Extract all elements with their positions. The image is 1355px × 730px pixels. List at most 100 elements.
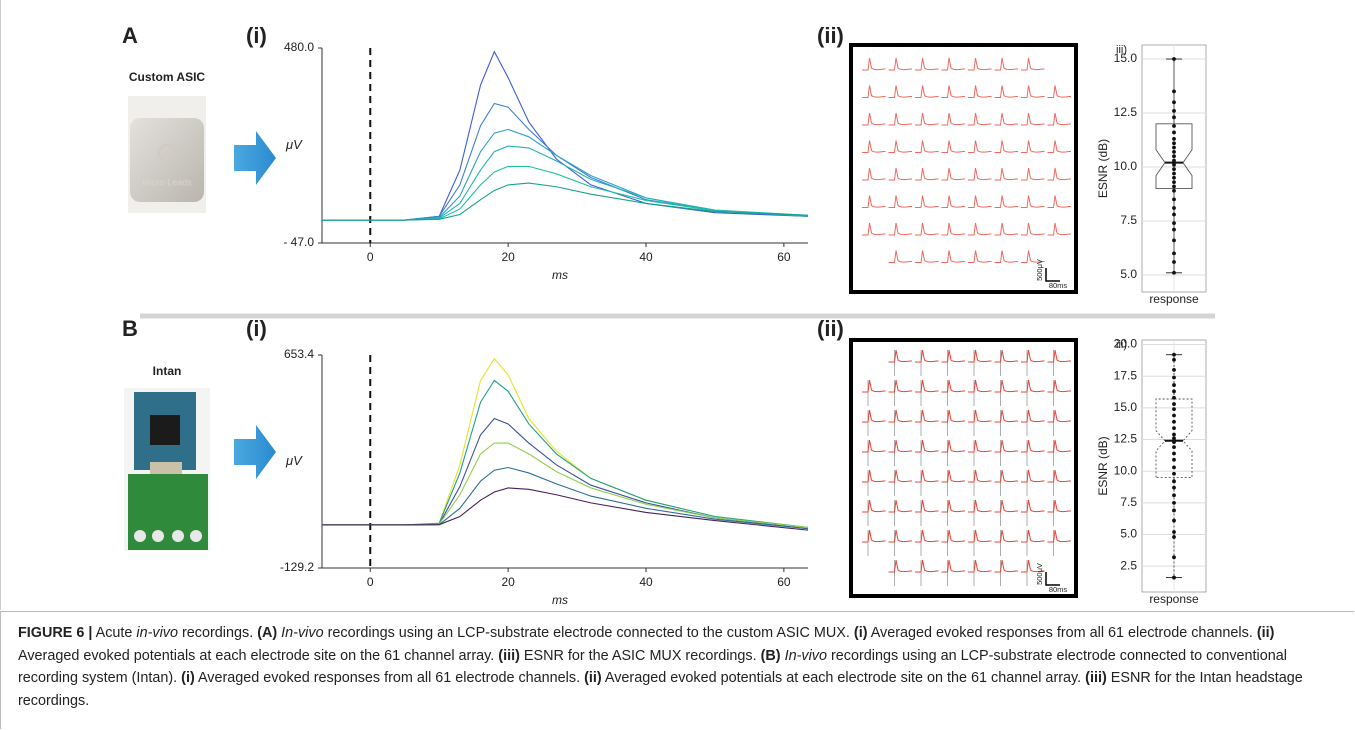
array-trace	[862, 529, 886, 543]
panel-label: iii)	[1116, 339, 1127, 351]
array-trace	[888, 250, 912, 263]
arrow	[234, 425, 276, 479]
caption-segment: Averaged evoked responses from all 61 el…	[867, 625, 1257, 641]
point	[1172, 238, 1176, 243]
scale-y-label: 500μV	[1035, 563, 1044, 585]
caption-segment: (iii)	[498, 647, 520, 664]
array-trace	[994, 349, 1018, 363]
array-trace	[888, 559, 912, 573]
array-trace	[888, 379, 912, 393]
point	[1172, 535, 1176, 539]
array-trace	[862, 499, 886, 513]
y-tick-label: 2.5	[1120, 558, 1137, 572]
array-trace	[888, 529, 912, 543]
array-trace	[1047, 469, 1071, 483]
array-traces	[862, 57, 1071, 263]
y-tick-label: 7.5	[1120, 495, 1137, 509]
caption: FIGURE 6 | Acute in-vivo recordings. (A)…	[18, 622, 1338, 712]
array-trace	[888, 499, 912, 513]
point	[1172, 197, 1176, 202]
caption-segment: in-vivo	[136, 625, 179, 641]
point	[1172, 57, 1176, 61]
array-trace	[888, 57, 912, 71]
point	[1172, 479, 1176, 484]
point	[1172, 158, 1176, 163]
point	[1172, 251, 1176, 256]
point	[1172, 212, 1176, 217]
trace	[322, 442, 809, 528]
array-trace	[1021, 499, 1045, 513]
array-trace	[994, 439, 1018, 453]
array-trace	[941, 529, 965, 543]
array-trace	[888, 140, 912, 153]
scale-x-label: 80ms	[1049, 281, 1068, 290]
array-trace	[1021, 140, 1045, 153]
y-axis-label: ESNR (dB)	[1096, 436, 1110, 495]
point	[1172, 124, 1176, 128]
array-trace	[915, 85, 939, 98]
array-trace	[1021, 379, 1045, 393]
caption-segment: recordings using an LCP-substrate electr…	[18, 647, 1287, 687]
point	[1172, 436, 1176, 441]
array-trace	[1021, 112, 1045, 126]
x-axis-label: ms	[552, 593, 568, 607]
array-trace	[941, 57, 965, 71]
trace	[322, 145, 809, 221]
panel-label: iii)	[1116, 44, 1127, 56]
point	[1172, 508, 1176, 513]
point	[1172, 383, 1176, 387]
point	[1172, 130, 1176, 135]
y-tick-label: 10.0	[1114, 463, 1138, 477]
array-trace	[1047, 529, 1071, 543]
array-trace	[941, 167, 965, 181]
point	[1172, 100, 1176, 105]
panel-letter: A	[122, 23, 138, 48]
y-tick-label: 12.5	[1114, 105, 1138, 119]
caption-segment: (iii)	[1085, 670, 1107, 686]
device-label: Custom ASIC	[129, 70, 206, 84]
array-trace	[888, 112, 912, 126]
array-trace	[1047, 140, 1071, 153]
array-trace	[941, 379, 965, 393]
array-trace	[1047, 409, 1071, 423]
array-frame	[849, 338, 1078, 598]
x-tick-label: 60	[777, 250, 791, 264]
point	[1172, 457, 1176, 462]
y-axis-label: ESNR (dB)	[1096, 139, 1110, 198]
array-trace	[994, 499, 1018, 513]
point	[1172, 171, 1176, 176]
point	[1172, 432, 1176, 437]
x-tick-label: 0	[367, 575, 374, 589]
array-trace	[862, 112, 886, 126]
array-trace	[968, 140, 992, 153]
array-trace	[1047, 439, 1071, 453]
scale-x-label: 80ms	[1049, 585, 1068, 594]
array-trace	[941, 349, 965, 363]
caption-segment: (ii)	[1256, 625, 1275, 641]
caption-segment: (i)	[181, 670, 195, 686]
panel-label: (i)	[246, 23, 267, 48]
array-trace	[1021, 529, 1045, 543]
point	[1172, 426, 1176, 431]
y-tick-label: 5.0	[1120, 527, 1137, 541]
array-trace	[915, 112, 939, 126]
array-trace	[994, 250, 1018, 263]
array-trace	[968, 85, 992, 98]
array-trace	[1047, 195, 1071, 208]
caption-segment: recordings using an LCP-substrate electr…	[323, 625, 854, 641]
point	[1172, 367, 1176, 372]
array-trace	[941, 469, 965, 483]
y-tick-label: 653.4	[284, 347, 314, 361]
array-trace	[915, 379, 939, 393]
array-trace	[994, 469, 1018, 483]
point	[1172, 419, 1176, 424]
point	[1172, 451, 1176, 456]
array-trace	[1047, 379, 1071, 393]
point	[1172, 471, 1176, 476]
array-trace	[994, 559, 1018, 573]
array-traces	[862, 349, 1071, 586]
point	[1172, 167, 1176, 172]
array-trace	[968, 250, 992, 263]
x-tick-label: response	[1149, 292, 1199, 306]
chip-logo	[158, 144, 176, 162]
